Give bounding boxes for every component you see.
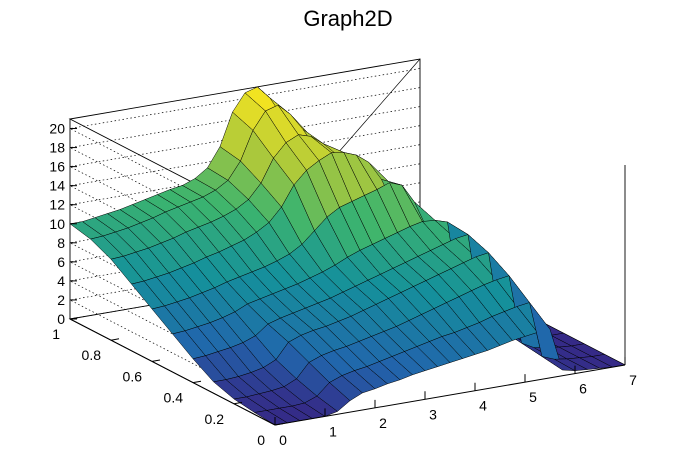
axis-frame (69, 165, 626, 426)
y-axis-ticks: 0 0.2 0.4 0.6 0.8 1 (52, 317, 284, 448)
z-tick-label: 18 (49, 140, 65, 156)
y-tick-mark (192, 380, 202, 384)
y-tick-mark (274, 423, 284, 426)
y-tick-label: 0.2 (205, 411, 225, 427)
x-tick-label: 5 (529, 389, 537, 405)
z-axis-ticks: 0 2 4 6 8 10 12 14 16 18 20 (49, 121, 77, 327)
y-tick-label: 0 (257, 432, 265, 448)
z-tick-label: 8 (57, 235, 65, 251)
y-tick-label: 0.6 (123, 368, 143, 384)
z-tick-label: 20 (49, 121, 65, 137)
surface-mesh (69, 86, 626, 426)
z-tick-label: 0 (57, 311, 65, 327)
x-tick-label: 1 (329, 423, 337, 439)
x-axis-line (274, 364, 626, 426)
x-tick-label: 6 (579, 381, 587, 397)
z-tick-label: 16 (49, 159, 65, 175)
z-tick-label: 10 (49, 216, 65, 232)
y-tick-label: 1 (52, 326, 60, 342)
y-tick-label: 0.4 (164, 390, 184, 406)
z-tick-label: 6 (57, 254, 65, 270)
y-tick-mark (233, 401, 243, 405)
y-tick-mark (110, 338, 120, 341)
x-tick-label: 7 (629, 372, 637, 388)
y-axis-line (69, 318, 276, 426)
x-tick-label: 3 (429, 406, 437, 422)
x-tick-label: 4 (479, 398, 487, 414)
z-tick-label: 14 (49, 178, 65, 194)
x-tick-label: 2 (379, 415, 387, 431)
y-tick-mark (151, 359, 161, 362)
z-tick-label: 2 (57, 292, 65, 308)
x-tick-label: 0 (279, 432, 287, 448)
z-tick-label: 4 (57, 273, 65, 289)
y-tick-label: 0.8 (82, 347, 102, 363)
x-axis-ticks: 0 1 2 3 4 5 6 7 (274, 357, 637, 448)
chart-title: Graph2D (303, 6, 392, 31)
z-tick-label: 12 (49, 197, 65, 213)
